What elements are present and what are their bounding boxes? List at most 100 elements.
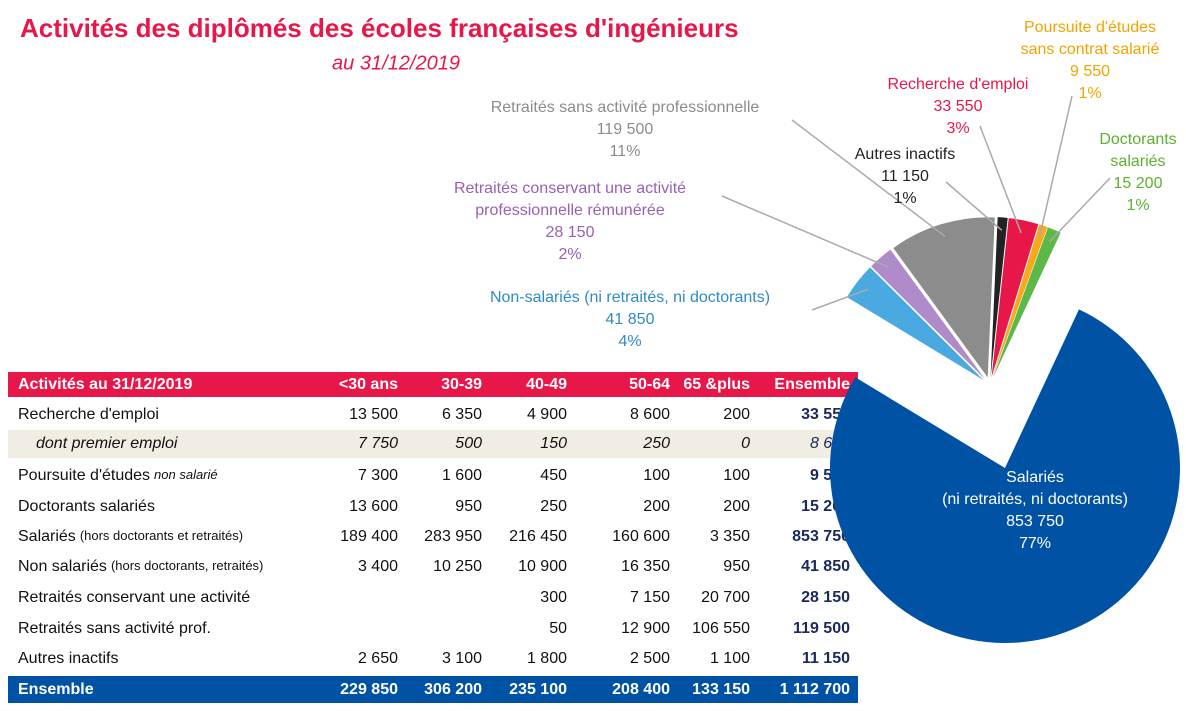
table-cell: 8 600 xyxy=(630,406,670,423)
table-header-cell: Ensemble xyxy=(774,376,850,393)
table-cell: 200 xyxy=(643,498,670,515)
row-label-note: (hors doctorants et retraités) xyxy=(80,528,243,543)
row-label-note: (hors doctorants, retraités) xyxy=(111,558,263,573)
row-label: dont premier emploi xyxy=(36,435,178,452)
footer-cell: 1 112 700 xyxy=(780,681,850,698)
pie-slice xyxy=(871,249,985,379)
row-label: Autres inactifs xyxy=(18,650,118,667)
slice-label: Non-salariés (ni retraités, ni doctorant… xyxy=(490,289,770,306)
row-label: Retraités sans activité prof. xyxy=(18,620,211,637)
table-cell: 16 350 xyxy=(621,558,670,575)
row-label-text: dont premier emploi xyxy=(36,435,178,452)
slice-label: Salariés xyxy=(1006,469,1064,486)
table-cell: 200 xyxy=(723,498,750,515)
leader-line xyxy=(1038,95,1073,239)
slice-label: 77% xyxy=(1019,535,1051,552)
row-label: Doctorants salariés xyxy=(18,498,155,515)
table-cell: 13 600 xyxy=(349,498,398,515)
row-label: Poursuite d'études non salarié xyxy=(18,467,218,484)
table-cell: 28 150 xyxy=(801,589,850,606)
leader-line xyxy=(945,181,1003,231)
table-cell: 283 950 xyxy=(424,528,482,545)
table-cell: 4 900 xyxy=(527,406,567,423)
footer-cell: 208 400 xyxy=(612,681,670,698)
row-label-text: Retraités sans activité prof. xyxy=(18,620,211,637)
chart-title: Activités des diplômés des écoles frança… xyxy=(20,13,739,43)
slice-label: 1% xyxy=(893,190,916,207)
pie-slice xyxy=(893,217,995,378)
leader-line xyxy=(721,195,890,269)
table-cell: 3 350 xyxy=(710,528,750,545)
slice-label: sans contrat salarié xyxy=(1021,41,1160,58)
table-cell: 150 xyxy=(540,435,567,452)
table-cell: 300 xyxy=(540,589,567,606)
table-cell: 100 xyxy=(643,467,670,484)
footer-label: Ensemble xyxy=(18,681,94,698)
row-label-text: Retraités conservant une activité xyxy=(18,589,250,606)
chart-subtitle: au 31/12/2019 xyxy=(332,52,460,74)
table-cell: 50 xyxy=(549,620,567,637)
slice-label: 3% xyxy=(946,120,969,137)
table-header-cell: Activités au 31/12/2019 xyxy=(18,376,192,393)
slice-label: Recherche d'emploi xyxy=(888,76,1029,93)
row-label: Non salariés (hors doctorants, retraités) xyxy=(18,558,263,575)
leader-line xyxy=(979,125,1022,234)
row-label-text: Poursuite d'études xyxy=(18,467,150,484)
row-label-text: Non salariés xyxy=(18,558,107,575)
slice-label: 28 150 xyxy=(546,224,595,241)
table-cell: 10 900 xyxy=(518,558,567,575)
row-label-note: non salarié xyxy=(154,467,218,482)
table-cell: 1 100 xyxy=(710,650,750,667)
slice-label: Retraités conservant une activité xyxy=(454,180,686,197)
table-cell: 450 xyxy=(540,467,567,484)
table-cell: 100 xyxy=(723,467,750,484)
table-cell: 950 xyxy=(455,498,482,515)
table-cell: 12 900 xyxy=(621,620,670,637)
row-label-text: Autres inactifs xyxy=(18,650,118,667)
table-cell: 950 xyxy=(723,558,750,575)
slice-label: Retraités sans activité professionnelle xyxy=(491,99,760,116)
table-header-cell: 65 &plus xyxy=(683,376,750,393)
table-cell: 189 400 xyxy=(340,528,398,545)
footer-cell: 306 200 xyxy=(424,681,482,698)
slice-label: 1% xyxy=(1078,85,1101,102)
table-cell: 250 xyxy=(540,498,567,515)
slice-label: 33 550 xyxy=(934,98,983,115)
table-cell: 250 xyxy=(642,435,670,452)
slice-label: professionnelle rémunérée xyxy=(475,202,665,219)
leader-line xyxy=(1048,177,1111,243)
footer-cell: 229 850 xyxy=(340,681,398,698)
table-cell: 41 850 xyxy=(801,558,850,575)
table-cell: 6 350 xyxy=(442,406,482,423)
table-cell: 3 100 xyxy=(442,650,482,667)
slice-label: 2% xyxy=(558,246,581,263)
pie-slice xyxy=(992,224,1048,378)
row-label-text: Recherche d'emploi xyxy=(18,406,159,423)
table-cell: 200 xyxy=(723,406,750,423)
row-label: Retraités conservant une activité xyxy=(18,589,250,606)
row-label: Recherche d'emploi xyxy=(18,406,159,423)
table-cell: 106 550 xyxy=(692,620,750,637)
row-label: Salariés (hors doctorants et retraités) xyxy=(18,528,243,545)
table-cell: 1 800 xyxy=(527,650,567,667)
table-cell: 1 600 xyxy=(442,467,482,484)
table-cell: 10 250 xyxy=(433,558,482,575)
pie-slice xyxy=(991,218,1039,378)
table-header-cell: 30-39 xyxy=(441,376,482,393)
slice-label: 4% xyxy=(618,333,641,350)
leader-line xyxy=(791,119,946,238)
table-header-cell: <30 ans xyxy=(339,376,398,393)
slice-label: 15 200 xyxy=(1114,175,1163,192)
slice-label: 9 550 xyxy=(1070,63,1110,80)
slice-label: Autres inactifs xyxy=(855,146,955,163)
slice-label: 11 150 xyxy=(881,168,929,185)
leader-line xyxy=(811,288,868,311)
table-cell: 11 150 xyxy=(802,650,850,667)
pie-slice xyxy=(846,267,984,381)
table-cell: 2 500 xyxy=(630,650,670,667)
table-header-cell: 50-64 xyxy=(629,376,670,393)
slice-label: 119 500 xyxy=(597,121,654,138)
table-cell: 7 300 xyxy=(358,467,398,484)
slice-label: 1% xyxy=(1126,197,1149,214)
slice-label: (ni retraités, ni doctorants) xyxy=(942,491,1128,508)
